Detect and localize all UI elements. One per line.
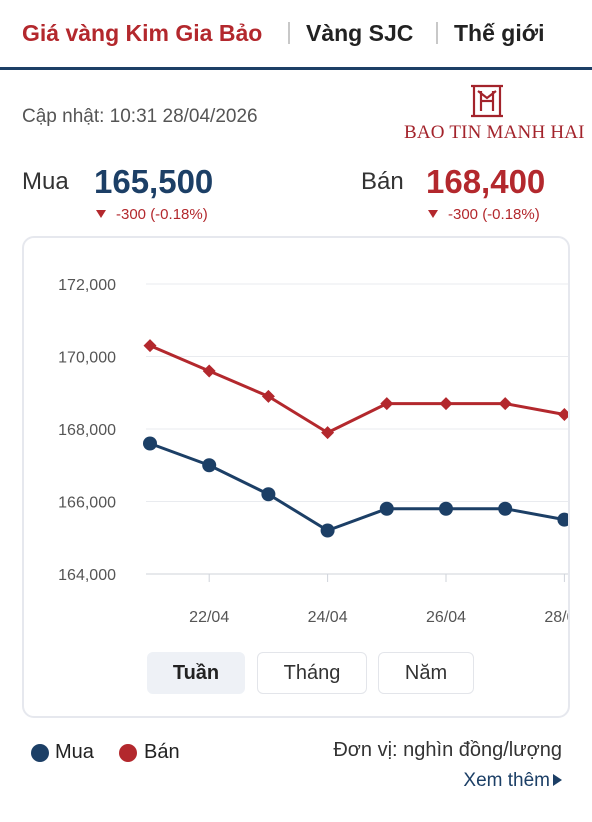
sell-change-text: -300 (-0.18%): [448, 206, 540, 223]
legend-sell-dot: [119, 744, 137, 762]
buy-change-text: -300 (-0.18%): [116, 206, 208, 223]
data-point-buy: [202, 458, 217, 473]
sell-label: Bán: [361, 168, 404, 195]
brand-logo: BAO TIN MANH HAI: [404, 84, 585, 146]
buy-label: Mua: [22, 168, 69, 195]
data-point-sell: [202, 364, 216, 378]
period-year-button[interactable]: Năm: [378, 652, 474, 694]
data-point-sell: [321, 426, 335, 440]
series-line-sell: [149, 344, 565, 435]
sell-price: 168,400: [426, 163, 546, 200]
y-tick-label: 172,000: [58, 277, 116, 294]
down-triangle-icon: [96, 210, 106, 218]
updated-timestamp: Cập nhật: 10:31 28/04/2026: [22, 106, 258, 127]
y-tick-label: 166,000: [58, 495, 116, 512]
sell-change: -300 (-0.18%): [428, 206, 540, 223]
see-more-link[interactable]: Xem thêm: [400, 770, 562, 792]
y-tick-label: 168,000: [58, 422, 116, 439]
data-point-sell: [143, 339, 157, 353]
tab-vang-sjc[interactable]: Vàng SJC: [306, 20, 414, 46]
brand-name: BAO TIN MANH HAI: [404, 122, 585, 143]
see-more-label: Xem thêm: [463, 770, 550, 791]
price-chart: 164,000 166,000 168,000 170,000 172,000 22/04…: [58, 277, 570, 626]
x-tick-label: 26/04: [426, 609, 466, 626]
unit-note: Đơn vị: nghìn đồng/lượng: [333, 739, 562, 761]
data-point-buy: [143, 436, 157, 451]
period-month-button[interactable]: Tháng: [257, 652, 367, 694]
data-point-sell: [557, 408, 568, 421]
x-tick-label: 22/04: [189, 609, 229, 626]
bao-tin-manh-hai-logo-icon: [471, 84, 503, 118]
data-point-sell: [380, 397, 394, 411]
legend-sell-label: Bán: [144, 741, 180, 763]
data-point-buy: [379, 501, 394, 516]
tab-separator: [436, 22, 438, 44]
period-week-button[interactable]: Tuần: [147, 652, 245, 694]
legend-buy-label: Mua: [55, 741, 94, 763]
y-tick-label: 164,000: [58, 567, 116, 584]
data-point-sell: [439, 397, 453, 411]
data-point-buy: [320, 523, 335, 538]
legend-buy-dot: [31, 744, 49, 762]
chart-card: 164,000 166,000 168,000 170,000 172,000 22/04…: [22, 236, 570, 718]
tab-kim-gia-bao[interactable]: Giá vàng Kim Gia Bảo: [22, 20, 263, 46]
tab-the-gioi[interactable]: Thế giới: [454, 20, 545, 46]
data-point-sell: [261, 389, 275, 403]
series-line-buy: [149, 442, 565, 532]
x-tick-label: 28/04: [544, 609, 570, 626]
buy-price: 165,500: [94, 163, 214, 200]
x-tick-label: 24/04: [308, 609, 348, 626]
arrow-right-icon: [553, 774, 562, 786]
data-point-buy: [557, 512, 568, 527]
tab-separator: [288, 22, 290, 44]
buy-change: -300 (-0.18%): [96, 206, 208, 223]
data-point-buy: [439, 501, 453, 516]
tab-bar: Giá vàng Kim Gia Bảo Vàng SJC Thế giới: [0, 0, 592, 70]
data-point-buy: [261, 487, 276, 502]
y-tick-label: 170,000: [58, 350, 116, 367]
data-point-sell: [498, 397, 512, 411]
down-triangle-icon: [428, 210, 438, 218]
data-point-buy: [498, 501, 513, 516]
